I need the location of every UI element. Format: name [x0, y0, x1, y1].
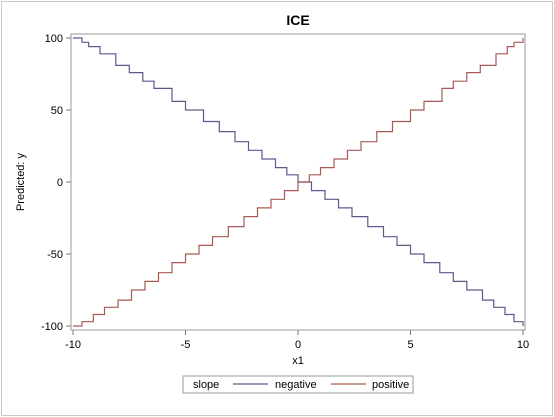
y-tick-label: 0 [57, 177, 63, 189]
y-tick-label: -50 [47, 249, 63, 261]
y-axis: -100 -50 0 50 100 [41, 33, 71, 333]
series-layer [73, 37, 524, 327]
x-tick-label: 10 [517, 339, 529, 351]
legend-box [182, 375, 414, 394]
legend-entry-negative: negative [275, 379, 317, 391]
x-tick-label: 0 [295, 339, 301, 351]
series-line-positive [73, 38, 524, 327]
x-axis: -10 -5 0 5 10 [65, 330, 529, 351]
x-tick-label: -10 [65, 339, 81, 351]
y-tick-label: 100 [45, 33, 63, 45]
chart-title: ICE [286, 12, 309, 28]
x-tick-label: -5 [181, 339, 191, 351]
y-axis-label: Predicted: y [15, 152, 27, 211]
legend-entry-positive: positive [372, 379, 409, 391]
y-tick-label: 50 [51, 105, 63, 117]
x-axis-label: x1 [292, 355, 304, 367]
y-tick-label: -100 [41, 321, 63, 333]
x-tick-label: 5 [407, 339, 413, 351]
legend: slope negative positive [182, 375, 414, 394]
legend-title: slope [193, 379, 219, 391]
